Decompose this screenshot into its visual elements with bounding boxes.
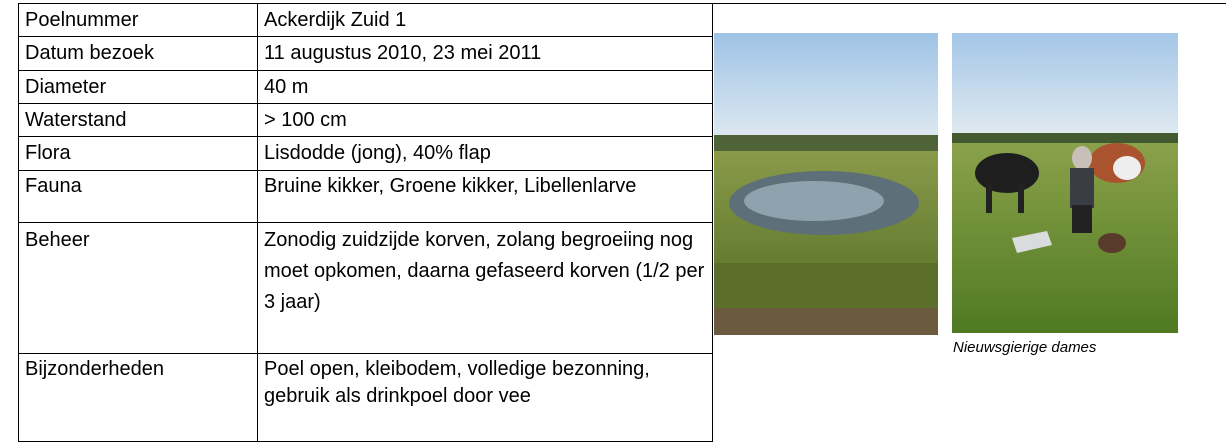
row-value: Zonodig zuidzijde korven, zolang begroei… bbox=[258, 223, 713, 354]
row-label: Fauna bbox=[19, 171, 258, 223]
row-label: Waterstand bbox=[19, 104, 258, 137]
row-value: Lisdodde (jong), 40% flap bbox=[258, 137, 713, 171]
row-label: Beheer bbox=[19, 223, 258, 354]
row-label: Flora bbox=[19, 137, 258, 171]
row-label: Poelnummer bbox=[19, 4, 258, 37]
row-value: > 100 cm bbox=[258, 104, 713, 137]
row-value: Bruine kikker, Groene kikker, Libellenla… bbox=[258, 171, 713, 223]
page: PoelnummerAckerdijk Zuid 1Datum bezoek11… bbox=[0, 0, 1226, 444]
photo-cows bbox=[952, 33, 1178, 333]
row-label: Diameter bbox=[19, 71, 258, 104]
photo-caption: Nieuwsgierige dames bbox=[953, 339, 1096, 356]
photo-pond bbox=[714, 33, 938, 335]
row-label: Datum bezoek bbox=[19, 37, 258, 71]
row-label: Bijzonderheden bbox=[19, 354, 258, 442]
row-value: 11 augustus 2010, 23 mei 2011 bbox=[258, 37, 713, 71]
row-value: 40 m bbox=[258, 71, 713, 104]
row-value: Poel open, kleibodem, volledige bezonnin… bbox=[258, 354, 713, 442]
table-row: Waterstand> 100 cm bbox=[19, 104, 713, 137]
row-value: Ackerdijk Zuid 1 bbox=[258, 4, 713, 37]
